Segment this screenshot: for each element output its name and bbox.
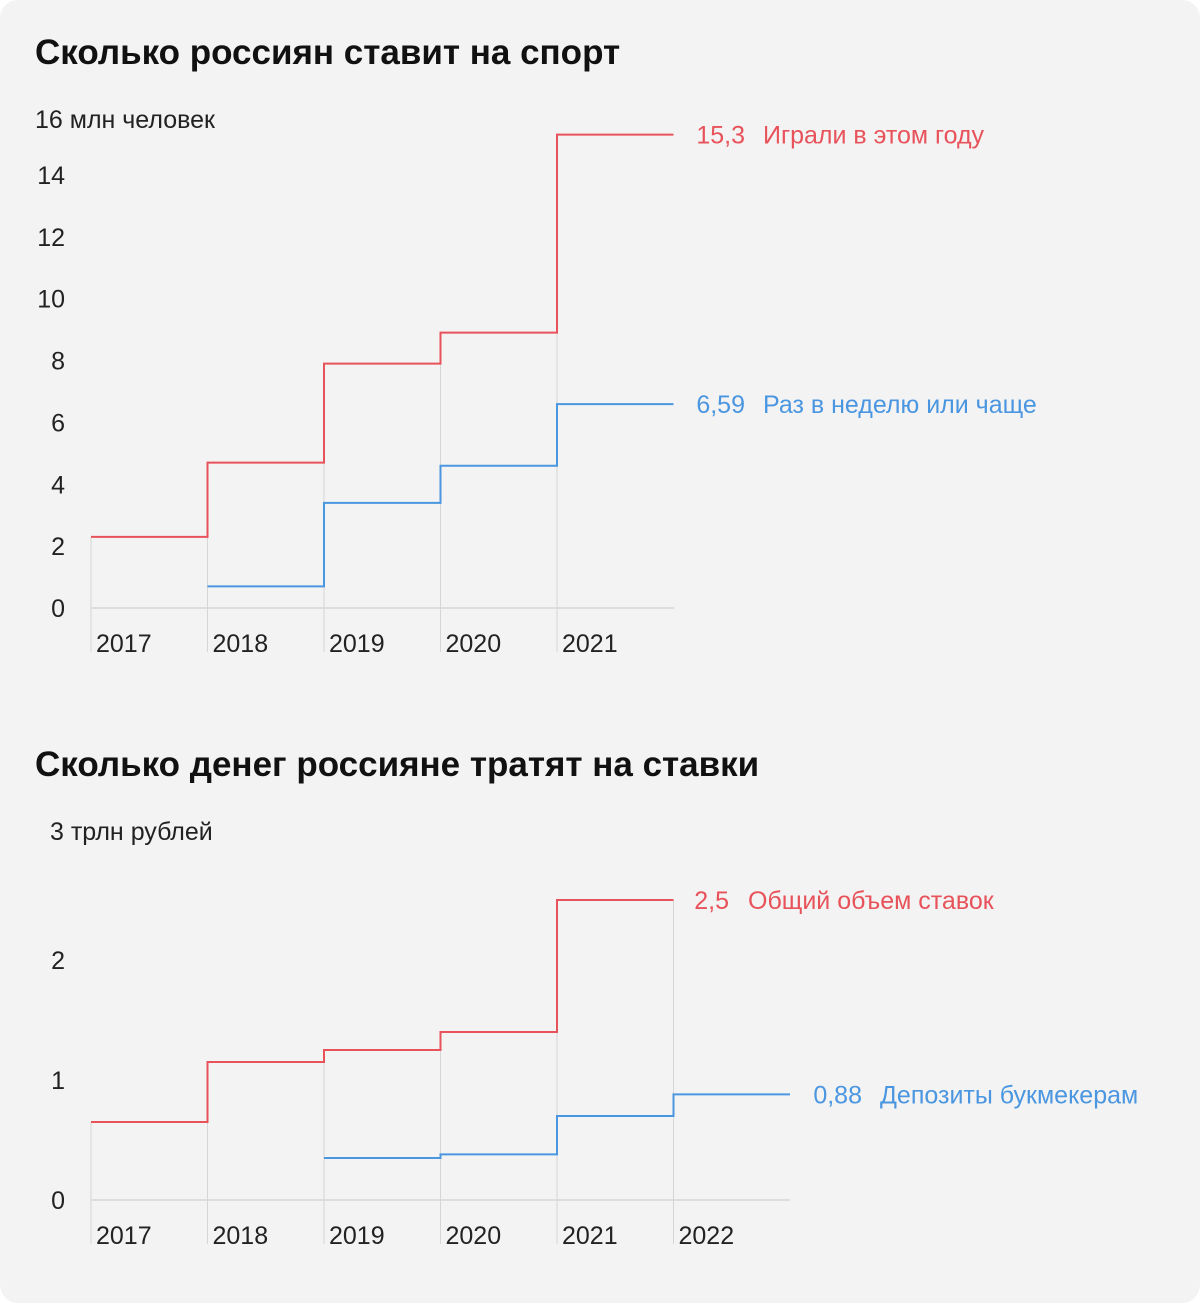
chart-2-x-tick-label: 2020	[446, 1222, 502, 1250]
chart-1-y-tick-label: 2	[51, 533, 65, 561]
chart-2-title: Сколько денег россияне тратят на ставки	[35, 745, 760, 784]
chart-2-y-tick-label: 0	[51, 1187, 65, 1215]
chart-2-y-axis-label: 3 трлн рублей	[50, 818, 213, 846]
chart-1-series-2-name-label: Раз в неделю или чаще	[763, 391, 1037, 419]
chart-1-x-tick-label: 2019	[329, 630, 385, 658]
chart-1-title: Сколько россиян ставит на спорт	[35, 33, 621, 72]
chart-1-series-2-line	[207, 403, 674, 588]
chart-1-y-axis-label: 16 млн человек	[35, 106, 216, 134]
chart-1-x-tick-label: 2017	[96, 630, 152, 658]
chart-1-y-tick-label: 0	[51, 595, 65, 623]
chart-2-x-tick-label: 2019	[329, 1222, 385, 1250]
chart-1-series-1-name-label: Играли в этом году	[763, 122, 985, 150]
chart-2-x-tick-label: 2022	[679, 1222, 735, 1250]
chart-1-y-tick-label: 10	[37, 286, 65, 314]
chart-1-x-tick-label: 2021	[562, 630, 618, 658]
chart-2-series-1-name-label: Общий объем ставок	[748, 887, 995, 915]
chart-1-y-tick-label: 12	[37, 224, 65, 252]
chart-1-y-tick-label: 14	[37, 162, 65, 190]
chart-1-y-tick-label: 6	[51, 409, 65, 437]
chart-1-series-1-line	[91, 133, 674, 538]
chart-2-series-1-line	[91, 899, 674, 1123]
chart-2-y-tick-label: 1	[51, 1067, 65, 1095]
chart-1-series-1-value-label: 15,3	[696, 122, 745, 150]
chart-1-y-tick-label: 8	[51, 348, 65, 376]
chart-2-series-2-line	[324, 1093, 790, 1159]
chart-2-x-tick-label: 2021	[562, 1222, 618, 1250]
chart-2-y-tick-label: 2	[51, 947, 65, 975]
chart-2-series-2-value-label: 0,88	[813, 1081, 862, 1109]
chart-1-series-2-value-label: 6,59	[696, 391, 745, 419]
chart-2-x-tick-label: 2018	[213, 1222, 269, 1250]
chart-1-x-tick-label: 2020	[446, 630, 502, 658]
chart-2-series-2-name-label: Депозиты букмекерам	[880, 1081, 1138, 1109]
chart-1-y-tick-label: 4	[51, 471, 65, 499]
chart-2-series-1-value-label: 2,5	[694, 887, 729, 915]
chart-2-x-tick-label: 2017	[96, 1222, 152, 1250]
chart-1-x-tick-label: 2018	[213, 630, 269, 658]
